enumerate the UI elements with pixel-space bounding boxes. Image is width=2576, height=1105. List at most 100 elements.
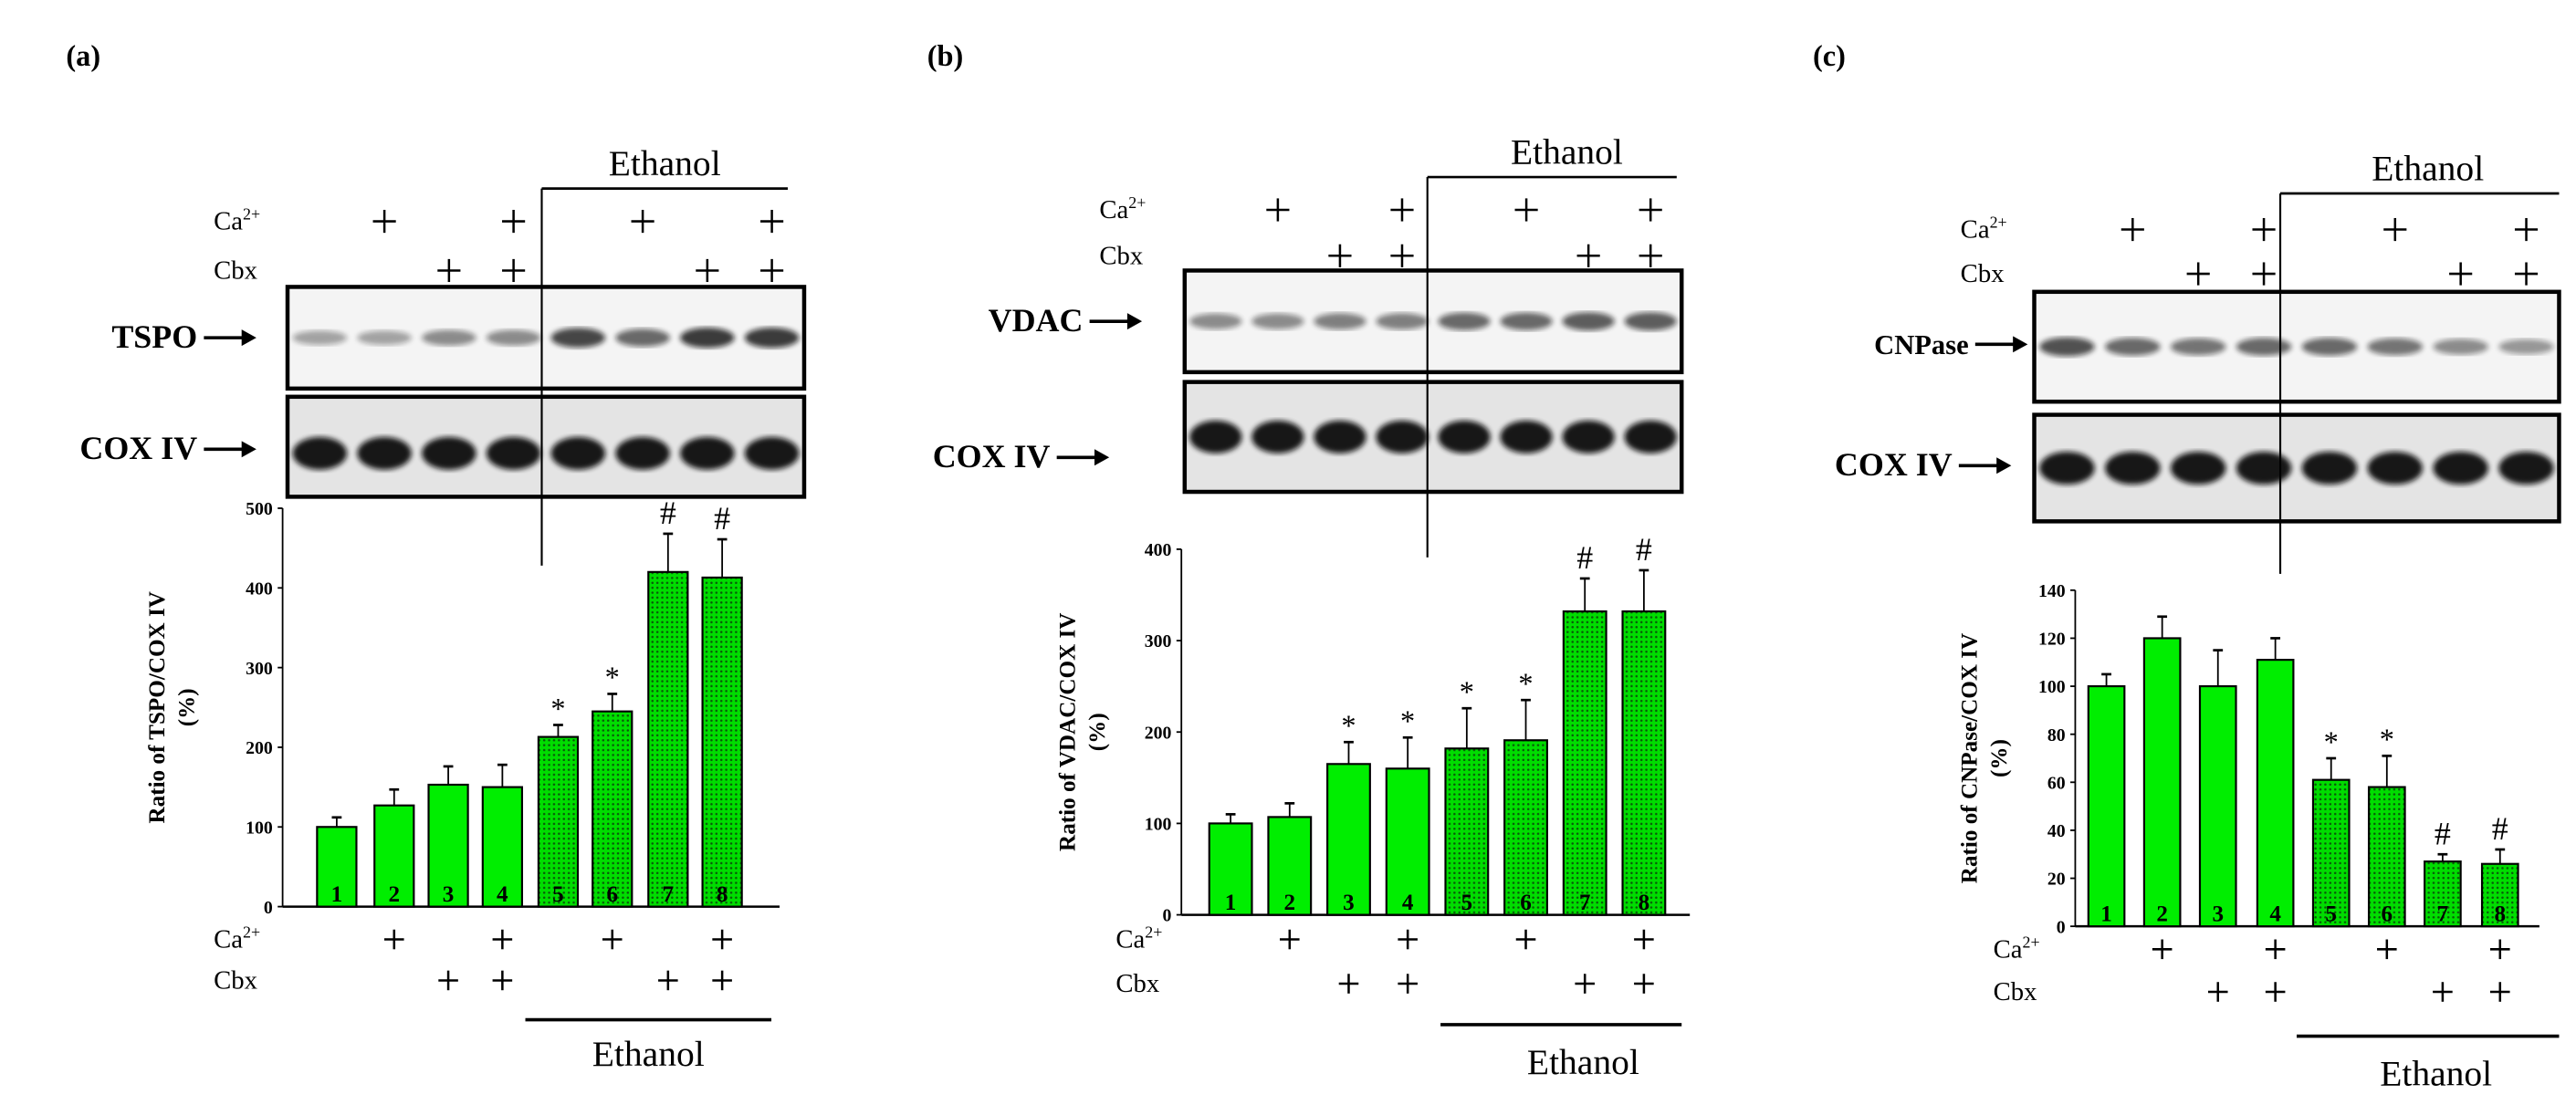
- ca-label: Ca: [1099, 195, 1128, 224]
- ca-superscript: 2+: [243, 205, 260, 224]
- coxiv-blot: [285, 394, 807, 499]
- bar-number-label: 3: [2212, 902, 2224, 927]
- coxiv-blot: [2032, 412, 2561, 524]
- plus-sign: [2514, 217, 2539, 242]
- significance-mark: #: [660, 495, 676, 531]
- cbx-row-label-bottom: Cbx: [214, 965, 258, 995]
- protein-band: [1189, 313, 1242, 329]
- panel-label: (c): [1813, 39, 1846, 72]
- bar-number-label: 2: [2156, 902, 2168, 927]
- plus-sign: [2433, 982, 2453, 1002]
- ethanol-label-top: Ethanol: [2372, 149, 2484, 189]
- protein-band: [1376, 313, 1429, 330]
- ca-label: Ca: [1994, 934, 2023, 964]
- protein-band: [1500, 420, 1553, 453]
- bar: [2198, 684, 2237, 928]
- bar: [701, 576, 743, 908]
- bar: [647, 570, 689, 908]
- ca-row-label-top: Ca2+: [214, 205, 260, 236]
- plus-sign: [2490, 982, 2510, 1002]
- protein-band: [2039, 337, 2095, 357]
- significance-mark: #: [2492, 810, 2508, 847]
- bar: [2142, 637, 2182, 928]
- bar: [1326, 763, 1371, 916]
- blot-label: COX IV: [79, 430, 197, 466]
- protein-band: [1314, 313, 1367, 330]
- ethanol-label-bottom: Ethanol: [592, 1034, 705, 1074]
- protein-band: [744, 327, 800, 349]
- bar-number-label: 8: [2494, 902, 2506, 927]
- plus-sign: [2186, 262, 2210, 286]
- cbx-row-label-top: Cbx: [1961, 259, 2005, 288]
- plus-sign: [383, 929, 404, 950]
- ca-label: Ca: [1115, 925, 1145, 954]
- ca-row-label-top: Ca2+: [1099, 193, 1146, 224]
- protein-band: [292, 330, 348, 346]
- plus-sign: [437, 258, 461, 283]
- bar: [1621, 610, 1667, 916]
- plus-sign: [1398, 929, 1418, 950]
- protein-band: [2236, 338, 2292, 356]
- y-axis-label: Ratio of CNPase/COX IV: [1958, 633, 1983, 883]
- ca-superscript: 2+: [1990, 214, 2007, 232]
- bar: [537, 735, 580, 908]
- bar: [316, 826, 358, 908]
- significance-mark: *: [550, 692, 565, 725]
- protein-band: [1251, 420, 1304, 453]
- arrow-icon: [2013, 336, 2028, 353]
- bar: [427, 783, 469, 908]
- y-tick-label: 20: [2047, 870, 2066, 890]
- blot-label: COX IV: [1835, 446, 1953, 483]
- protein-band: [1624, 420, 1677, 453]
- panel-label: (b): [927, 39, 964, 72]
- plus-sign: [502, 258, 526, 283]
- plus-sign: [2120, 217, 2144, 242]
- protein-band: [615, 328, 670, 347]
- ca-row-label-bottom: Ca2+: [1115, 923, 1162, 954]
- y-tick-label: 40: [2047, 821, 2066, 841]
- bar: [1562, 610, 1607, 916]
- plus-sign: [602, 929, 623, 950]
- bar-number-label: 3: [1343, 891, 1355, 915]
- target-blot: [285, 285, 807, 391]
- protein-band: [2498, 339, 2554, 355]
- protein-band: [2105, 452, 2161, 485]
- plus-sign: [1390, 244, 1414, 267]
- y-tick-label: 120: [2038, 630, 2066, 650]
- protein-band: [486, 329, 541, 346]
- blot-label: VDAC: [989, 302, 1084, 339]
- protein-band: [486, 436, 541, 470]
- blot-label: CNPase: [1874, 329, 1968, 360]
- protein-band: [422, 436, 476, 470]
- significance-mark: *: [2380, 723, 2394, 756]
- bar-number-label: 2: [388, 882, 400, 907]
- ca-label: Ca: [214, 925, 243, 954]
- y-tick-label: 300: [246, 659, 273, 679]
- plus-sign: [2490, 939, 2510, 960]
- y-tick-label: 100: [1145, 815, 1172, 835]
- bar-number-label: 1: [331, 882, 343, 907]
- y-tick-label: 100: [2038, 677, 2066, 697]
- protein-band: [292, 436, 348, 470]
- bar: [1267, 816, 1313, 916]
- protein-band: [744, 436, 800, 470]
- y-axis-unit: (%): [175, 688, 200, 726]
- plus-sign: [696, 258, 719, 283]
- plus-sign: [1634, 929, 1654, 950]
- significance-mark: *: [1400, 704, 1415, 737]
- plus-sign: [2449, 262, 2473, 286]
- plus-sign: [372, 209, 396, 234]
- panel-label: (a): [66, 39, 100, 72]
- target-blot: [1182, 268, 1684, 375]
- y-tick-label: 200: [246, 738, 273, 758]
- plus-sign: [1266, 198, 1290, 222]
- bar: [2087, 684, 2126, 928]
- plus-sign: [1639, 244, 1662, 267]
- bar-number-label: 5: [2325, 902, 2337, 927]
- y-tick-label: 60: [2047, 773, 2066, 793]
- ca-superscript: 2+: [2023, 933, 2040, 952]
- protein-band: [1314, 420, 1367, 453]
- y-tick-label: 400: [1145, 540, 1172, 560]
- plus-sign: [1338, 974, 1359, 994]
